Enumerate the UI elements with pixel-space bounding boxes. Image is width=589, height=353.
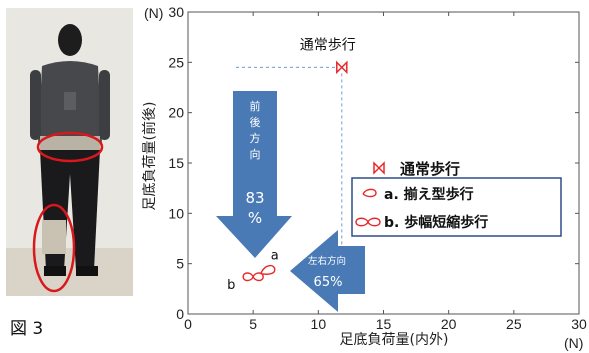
point-b-label: b bbox=[227, 278, 235, 293]
y-tick-label: 20 bbox=[168, 105, 184, 121]
subject-photo bbox=[6, 8, 133, 296]
point-b-trajectory bbox=[243, 273, 263, 281]
ap-arrow-unit: % bbox=[248, 209, 262, 227]
blurred-patch bbox=[64, 92, 76, 110]
normal-walking-point bbox=[337, 62, 347, 72]
x-axis-title: 足底負荷量(内外) bbox=[340, 332, 449, 348]
x-tick-label: 5 bbox=[249, 316, 257, 332]
y-tick-label: 25 bbox=[168, 54, 184, 70]
right-shoe bbox=[76, 266, 98, 276]
figure-label: 図 3 bbox=[10, 314, 43, 339]
ap-arrow-label-char: 向 bbox=[250, 147, 261, 161]
subject-left-arm bbox=[30, 70, 41, 140]
waist-sensor bbox=[40, 136, 100, 152]
ml-arrow-label: 左右方向 bbox=[308, 255, 346, 267]
point-a-label: a bbox=[271, 249, 279, 264]
y-tick-label: 15 bbox=[168, 155, 184, 171]
x-tick-label: 0 bbox=[184, 316, 192, 332]
subject-right-arm bbox=[99, 70, 110, 140]
x-tick-label: 20 bbox=[441, 316, 457, 332]
legend: 通常歩行 a. 揃え型歩行 b. 歩幅短縮歩行 bbox=[352, 160, 561, 236]
y-tick-label: 10 bbox=[168, 205, 184, 221]
ml-arrow-value: 65% bbox=[314, 275, 343, 290]
point-a-trajectory bbox=[261, 266, 275, 275]
x-tick-label: 30 bbox=[571, 316, 587, 332]
left-shoe bbox=[44, 266, 66, 276]
legend-a-label: a. 揃え型歩行 bbox=[384, 186, 474, 203]
y-axis-title: 足底負荷量(前後) bbox=[141, 102, 158, 211]
x-tick-label: 25 bbox=[506, 316, 522, 332]
legend-normal-marker bbox=[374, 163, 384, 173]
x-tick-label: 15 bbox=[376, 316, 392, 332]
ap-arrow-label-char: 前 bbox=[250, 99, 261, 113]
legend-normal-label: 通常歩行 bbox=[400, 160, 460, 178]
subject-head bbox=[58, 24, 82, 56]
ap-arrow-label-char: 方 bbox=[250, 131, 261, 145]
knee-brace bbox=[42, 220, 66, 254]
legend-b-label: b. 歩幅短縮歩行 bbox=[384, 214, 488, 231]
ap-arrow-value: 83 bbox=[245, 189, 264, 207]
y-tick-label: 0 bbox=[176, 306, 184, 322]
y-axis-unit: (N) bbox=[144, 5, 163, 21]
y-tick-label: 30 bbox=[168, 4, 184, 20]
normal-walking-label: 通常歩行 bbox=[300, 37, 356, 53]
ap-arrow-label-char: 後 bbox=[250, 115, 261, 129]
x-axis-unit: (N) bbox=[564, 335, 583, 351]
x-tick-label: 10 bbox=[311, 316, 327, 332]
ml-direction-arrow bbox=[290, 230, 365, 312]
y-tick-label: 5 bbox=[176, 256, 184, 272]
